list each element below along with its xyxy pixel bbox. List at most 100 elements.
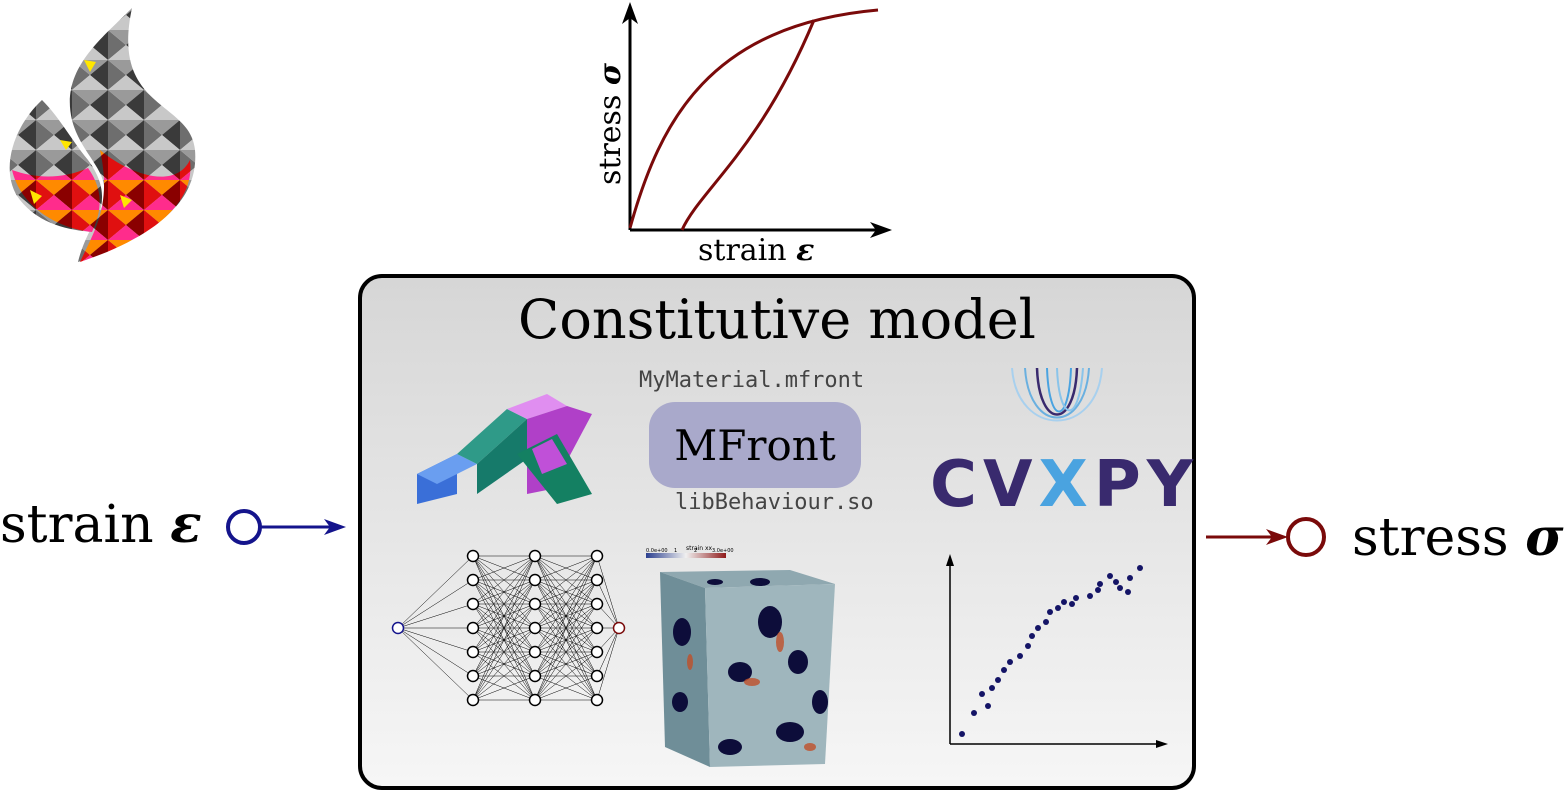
nn-edge (472, 555, 536, 581)
colorbar-tick-3: 3.0e+00 (712, 548, 734, 554)
unloading-curve (680, 19, 816, 231)
cvxpy-wordmark: CVXPY (930, 448, 1200, 522)
scatter-point (1073, 595, 1079, 601)
nn-node (590, 693, 604, 707)
scatter-point (1095, 587, 1101, 593)
nn-edge (534, 555, 598, 701)
jax-logo (417, 394, 592, 504)
nn-edge (472, 555, 536, 701)
plot-ylabel: stress σ (593, 62, 628, 185)
scatter-point (979, 691, 985, 697)
nn-node (528, 549, 542, 563)
nn-edge (596, 579, 620, 629)
output-stress-label: stress σ (1352, 507, 1564, 568)
nn-edge (534, 675, 598, 701)
scatter-point (1087, 593, 1093, 599)
scatter-x-arrowhead (1156, 740, 1168, 748)
scatter-point (1137, 565, 1143, 571)
scatter-point (1055, 605, 1061, 611)
plot-y-arrowhead (622, 2, 638, 24)
nn-node (466, 597, 480, 611)
nn-node (590, 621, 604, 635)
nn-node (590, 573, 604, 587)
nn-node (528, 621, 542, 635)
scatter-point (1025, 643, 1031, 649)
nn-edge (534, 555, 598, 677)
scatter-point (1113, 579, 1119, 585)
nn-node (466, 549, 480, 563)
colorbar-tick-2: 2 (694, 548, 697, 554)
loading-curve (628, 8, 879, 229)
nn-node (391, 621, 405, 635)
scatter-point (1125, 589, 1131, 595)
nn-edge (472, 579, 536, 701)
nn-edge (534, 627, 598, 701)
scatter-point (1017, 653, 1023, 659)
nn-node (528, 573, 542, 587)
nn-node (612, 621, 626, 635)
nn-edge (397, 603, 474, 629)
nn-node (528, 693, 542, 707)
output-node (1286, 517, 1326, 557)
nn-node (466, 645, 480, 659)
nn-edge (472, 555, 536, 629)
nn-node (590, 645, 604, 659)
data-scatter-plot (946, 554, 1168, 748)
cube-front-face (660, 572, 710, 767)
nn-edge (397, 627, 474, 653)
nn-edge (596, 627, 620, 701)
model-title: Constitutive model (518, 288, 1036, 351)
nn-edge (534, 555, 598, 605)
plot-x-arrowhead (870, 222, 892, 238)
stress-strain-plot: strain ε stress σ (593, 2, 892, 268)
nn-edge (472, 555, 536, 653)
cube-top-face (660, 570, 835, 588)
colorbar-tick-1: 1 (674, 548, 677, 554)
scatter-point (1061, 599, 1067, 605)
input-arrow (226, 509, 346, 545)
output-arrow (1206, 517, 1326, 557)
fenics-logo (9, 8, 196, 262)
nn-node (590, 669, 604, 683)
nn-edge (534, 555, 598, 653)
nn-node (528, 597, 542, 611)
mfront-library: libBehaviour.so (675, 490, 874, 515)
nn-edge (534, 555, 598, 581)
scatter-point (1007, 659, 1013, 665)
nn-edge (397, 555, 474, 629)
scatter-point (1047, 609, 1053, 615)
nn-edge (472, 555, 536, 677)
scatter-point (1029, 633, 1035, 639)
plot-xlabel: strain ε (698, 233, 814, 268)
scatter-point (1069, 601, 1075, 607)
nn-edge (397, 627, 474, 701)
scatter-point (1035, 625, 1041, 631)
nn-edge (534, 603, 598, 701)
constitutive-model-box: Constitutive model MyMaterial.mfront MFr… (358, 274, 1196, 790)
input-node (226, 509, 262, 545)
input-strain-label: strain ε (0, 494, 202, 555)
scatter-point (989, 685, 995, 691)
nn-edge (472, 651, 536, 701)
scatter-y-arrowhead (946, 554, 954, 566)
nn-edge (397, 627, 474, 677)
nn-node (466, 621, 480, 635)
scatter-point (1127, 575, 1133, 581)
scatter-point (1097, 581, 1103, 587)
nn-edge (596, 555, 620, 629)
mfront-badge: MFront (649, 402, 861, 488)
mfront-source-file: MyMaterial.mfront (639, 368, 865, 393)
colorbar-tick-0: 0.0e+00 (646, 548, 668, 554)
nn-edge (472, 627, 536, 701)
scatter-point (1043, 619, 1049, 625)
nn-node (590, 549, 604, 563)
nn-edge (472, 555, 536, 605)
nn-node (466, 669, 480, 683)
scatter-point (959, 731, 965, 737)
neural-network-diagram (391, 549, 626, 707)
nn-node (528, 645, 542, 659)
colorbar-title: strain xx (686, 545, 713, 552)
scatter-point (1117, 585, 1123, 591)
nn-edge (596, 627, 620, 677)
scatter-point (1001, 667, 1007, 673)
